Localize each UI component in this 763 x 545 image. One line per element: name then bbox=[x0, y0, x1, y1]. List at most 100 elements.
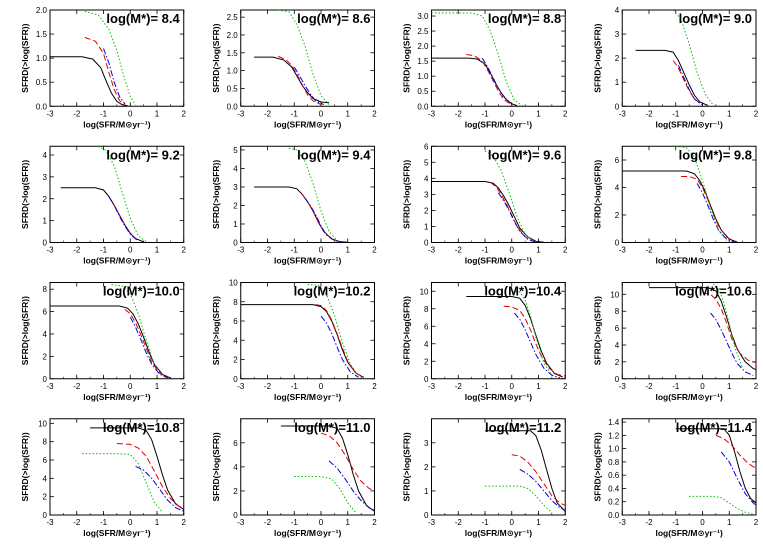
panel-title: log(M*)= 8.6 bbox=[297, 11, 370, 26]
y-tick-label: 0.0 bbox=[36, 102, 48, 111]
y-tick-label: 0.4 bbox=[608, 484, 620, 493]
series-line-black bbox=[649, 287, 756, 370]
y-tick-label: 1.0 bbox=[608, 445, 620, 454]
y-tick-label: 0 bbox=[233, 511, 238, 520]
y-tick-label: 6 bbox=[233, 317, 238, 326]
panel-9: -3 -2 -1 0 1 2 0 2 4 6 8 log(SFR/M⊙yr⁻¹) SFRD(>log(S… bbox=[20, 282, 187, 402]
y-tick-label: 2 bbox=[43, 352, 48, 361]
y-tick-label: 0.0 bbox=[227, 102, 239, 111]
series-line-red bbox=[277, 55, 322, 105]
x-axis-label: log(SFR/M⊙yr⁻¹) bbox=[83, 119, 150, 129]
x-axis-label: log(SFR/M⊙yr⁻¹) bbox=[465, 528, 532, 538]
y-tick-label: 4 bbox=[233, 164, 238, 173]
panel-2: -3 -2 -1 0 1 2 0.0 0.5 1.0 1.5 2.0 2.5 log(SFR/M⊙yr⁻… bbox=[211, 9, 377, 129]
panel-12: -3 -2 -1 0 1 2 0 2 4 6 8 10 log(SFR/M⊙yr⁻¹) SFRD(>log… bbox=[592, 282, 759, 402]
x-tick-label: -2 bbox=[73, 382, 81, 391]
x-axis-label: log(SFR/M⊙yr⁻¹) bbox=[274, 256, 341, 266]
y-tick-label: 0.5 bbox=[227, 84, 239, 93]
panel-7: -3 -2 -1 0 1 2 0 1 2 3 4 5 6 log(SFR/M⊙yr⁻¹) SFRD(>log… bbox=[402, 142, 569, 265]
series-line-green bbox=[294, 476, 357, 513]
y-tick-label: 2 bbox=[424, 357, 429, 366]
y-tick-label: 0 bbox=[615, 375, 620, 384]
y-tick-label: 1.0 bbox=[227, 67, 239, 76]
panel-14: -3 -2 -1 0 1 2 0 2 4 6 log(SFR/M⊙yr⁻¹) SFRD(>log(SF… bbox=[211, 418, 377, 538]
series-line-red bbox=[116, 443, 184, 510]
panel-1: -3 -2 -1 0 1 2 0.0 0.5 1.0 1.5 2.0 log(SFR/M⊙yr⁻¹) S… bbox=[20, 6, 187, 129]
x-tick-label: 1 bbox=[536, 518, 541, 527]
y-tick-label: 6 bbox=[43, 456, 48, 465]
y-tick-label: 4 bbox=[43, 330, 48, 339]
y-tick-label: 0.5 bbox=[36, 78, 48, 87]
y-tick-label: 0.0 bbox=[608, 511, 620, 520]
x-tick-label: -2 bbox=[264, 246, 272, 255]
y-tick-label: 10 bbox=[229, 279, 238, 288]
y-tick-label: 10 bbox=[420, 287, 429, 296]
panel-8: -3 -2 -1 0 1 2 0 2 4 6 log(SFR/M⊙yr⁻¹) SFRD(>log(SF… bbox=[592, 145, 759, 266]
series-line-black bbox=[50, 305, 171, 379]
y-tick-label: 2.5 bbox=[227, 13, 239, 22]
x-tick-label: 2 bbox=[372, 518, 377, 527]
series-line-green bbox=[689, 495, 754, 515]
series-line-green bbox=[675, 146, 727, 241]
y-axis-label: SFRD(>log(SFR)) bbox=[402, 160, 412, 229]
x-tick-label: 0 bbox=[128, 382, 133, 391]
y-tick-label: 6 bbox=[615, 324, 620, 333]
x-tick-label: -1 bbox=[481, 382, 489, 391]
y-tick-label: 4 bbox=[615, 341, 620, 350]
y-tick-label: 0 bbox=[615, 239, 620, 248]
series-line-green bbox=[485, 485, 553, 513]
panel-title: log(M*)=10.0 bbox=[103, 284, 180, 299]
series-line-green bbox=[431, 12, 523, 107]
y-tick-label: 10 bbox=[610, 290, 619, 299]
y-tick-label: 8 bbox=[43, 438, 48, 447]
y-tick-label: 1.0 bbox=[36, 54, 48, 63]
y-tick-label: 3 bbox=[424, 439, 429, 448]
x-tick-label: 1 bbox=[727, 382, 732, 391]
series-line-green bbox=[511, 290, 553, 376]
y-axis-label: SFRD(>log(SFR)) bbox=[20, 296, 30, 365]
panel-13: -3 -2 -1 0 1 2 0 2 4 6 8 10 log(SFR/M⊙yr⁻¹) SFRD(>log… bbox=[20, 418, 187, 538]
x-tick-label: 0 bbox=[319, 518, 324, 527]
x-tick-label: 0 bbox=[319, 382, 324, 391]
series-line-red bbox=[503, 305, 566, 377]
y-tick-label: 0 bbox=[424, 375, 429, 384]
series-line-green bbox=[84, 10, 137, 106]
x-tick-label: 2 bbox=[563, 246, 568, 255]
y-tick-label: 2 bbox=[615, 211, 620, 220]
x-tick-label: -2 bbox=[264, 382, 272, 391]
x-tick-label: 2 bbox=[372, 382, 377, 391]
panel-title: log(M*)=10.6 bbox=[675, 284, 752, 299]
x-tick-label: 2 bbox=[182, 246, 187, 255]
x-tick-label: -1 bbox=[100, 109, 108, 118]
x-tick-label: -1 bbox=[100, 518, 108, 527]
y-tick-label: 1.5 bbox=[227, 49, 239, 58]
y-tick-label: 0 bbox=[615, 102, 620, 111]
series-line-black bbox=[254, 56, 330, 104]
x-tick-label: -1 bbox=[291, 518, 299, 527]
y-tick-label: 0.5 bbox=[417, 87, 429, 96]
x-tick-label: 0 bbox=[700, 382, 705, 391]
x-tick-label: -2 bbox=[455, 109, 463, 118]
y-tick-label: 10 bbox=[38, 419, 47, 428]
y-tick-label: 4 bbox=[233, 463, 238, 472]
y-axis-label: SFRD(>log(SFR)) bbox=[20, 432, 30, 501]
panel-title: log(M*)= 9.6 bbox=[488, 147, 561, 162]
series-line-red bbox=[320, 432, 375, 492]
x-tick-label: -3 bbox=[237, 382, 245, 391]
x-tick-label: -2 bbox=[645, 518, 653, 527]
x-axis-label: log(SFR/M⊙yr⁻¹) bbox=[465, 392, 532, 402]
x-tick-label: -2 bbox=[264, 109, 272, 118]
panel-11: -3 -2 -1 0 1 2 0 2 4 6 8 10 log(SFR/M⊙yr⁻¹) SFRD(>log… bbox=[402, 282, 568, 402]
x-axis-label: log(SFR/M⊙yr⁻¹) bbox=[274, 392, 341, 402]
y-tick-label: 1.5 bbox=[36, 30, 48, 39]
panel-10: -3 -2 -1 0 1 2 0 2 4 6 8 10 log(SFR/M⊙yr⁻¹) SFRD(>log… bbox=[211, 279, 378, 402]
y-axis-label: SFRD(>log(SFR)) bbox=[211, 160, 221, 229]
x-axis-label: log(SFR/M⊙yr⁻¹) bbox=[465, 119, 532, 129]
panel-title: log(M*)= 9.2 bbox=[106, 147, 179, 162]
x-tick-label: -1 bbox=[291, 382, 299, 391]
x-tick-label: 1 bbox=[346, 382, 351, 391]
x-tick-label: -2 bbox=[73, 518, 81, 527]
y-tick-label: 4 bbox=[43, 151, 48, 160]
y-tick-label: 2 bbox=[424, 206, 429, 215]
x-tick-label: 0 bbox=[510, 109, 515, 118]
